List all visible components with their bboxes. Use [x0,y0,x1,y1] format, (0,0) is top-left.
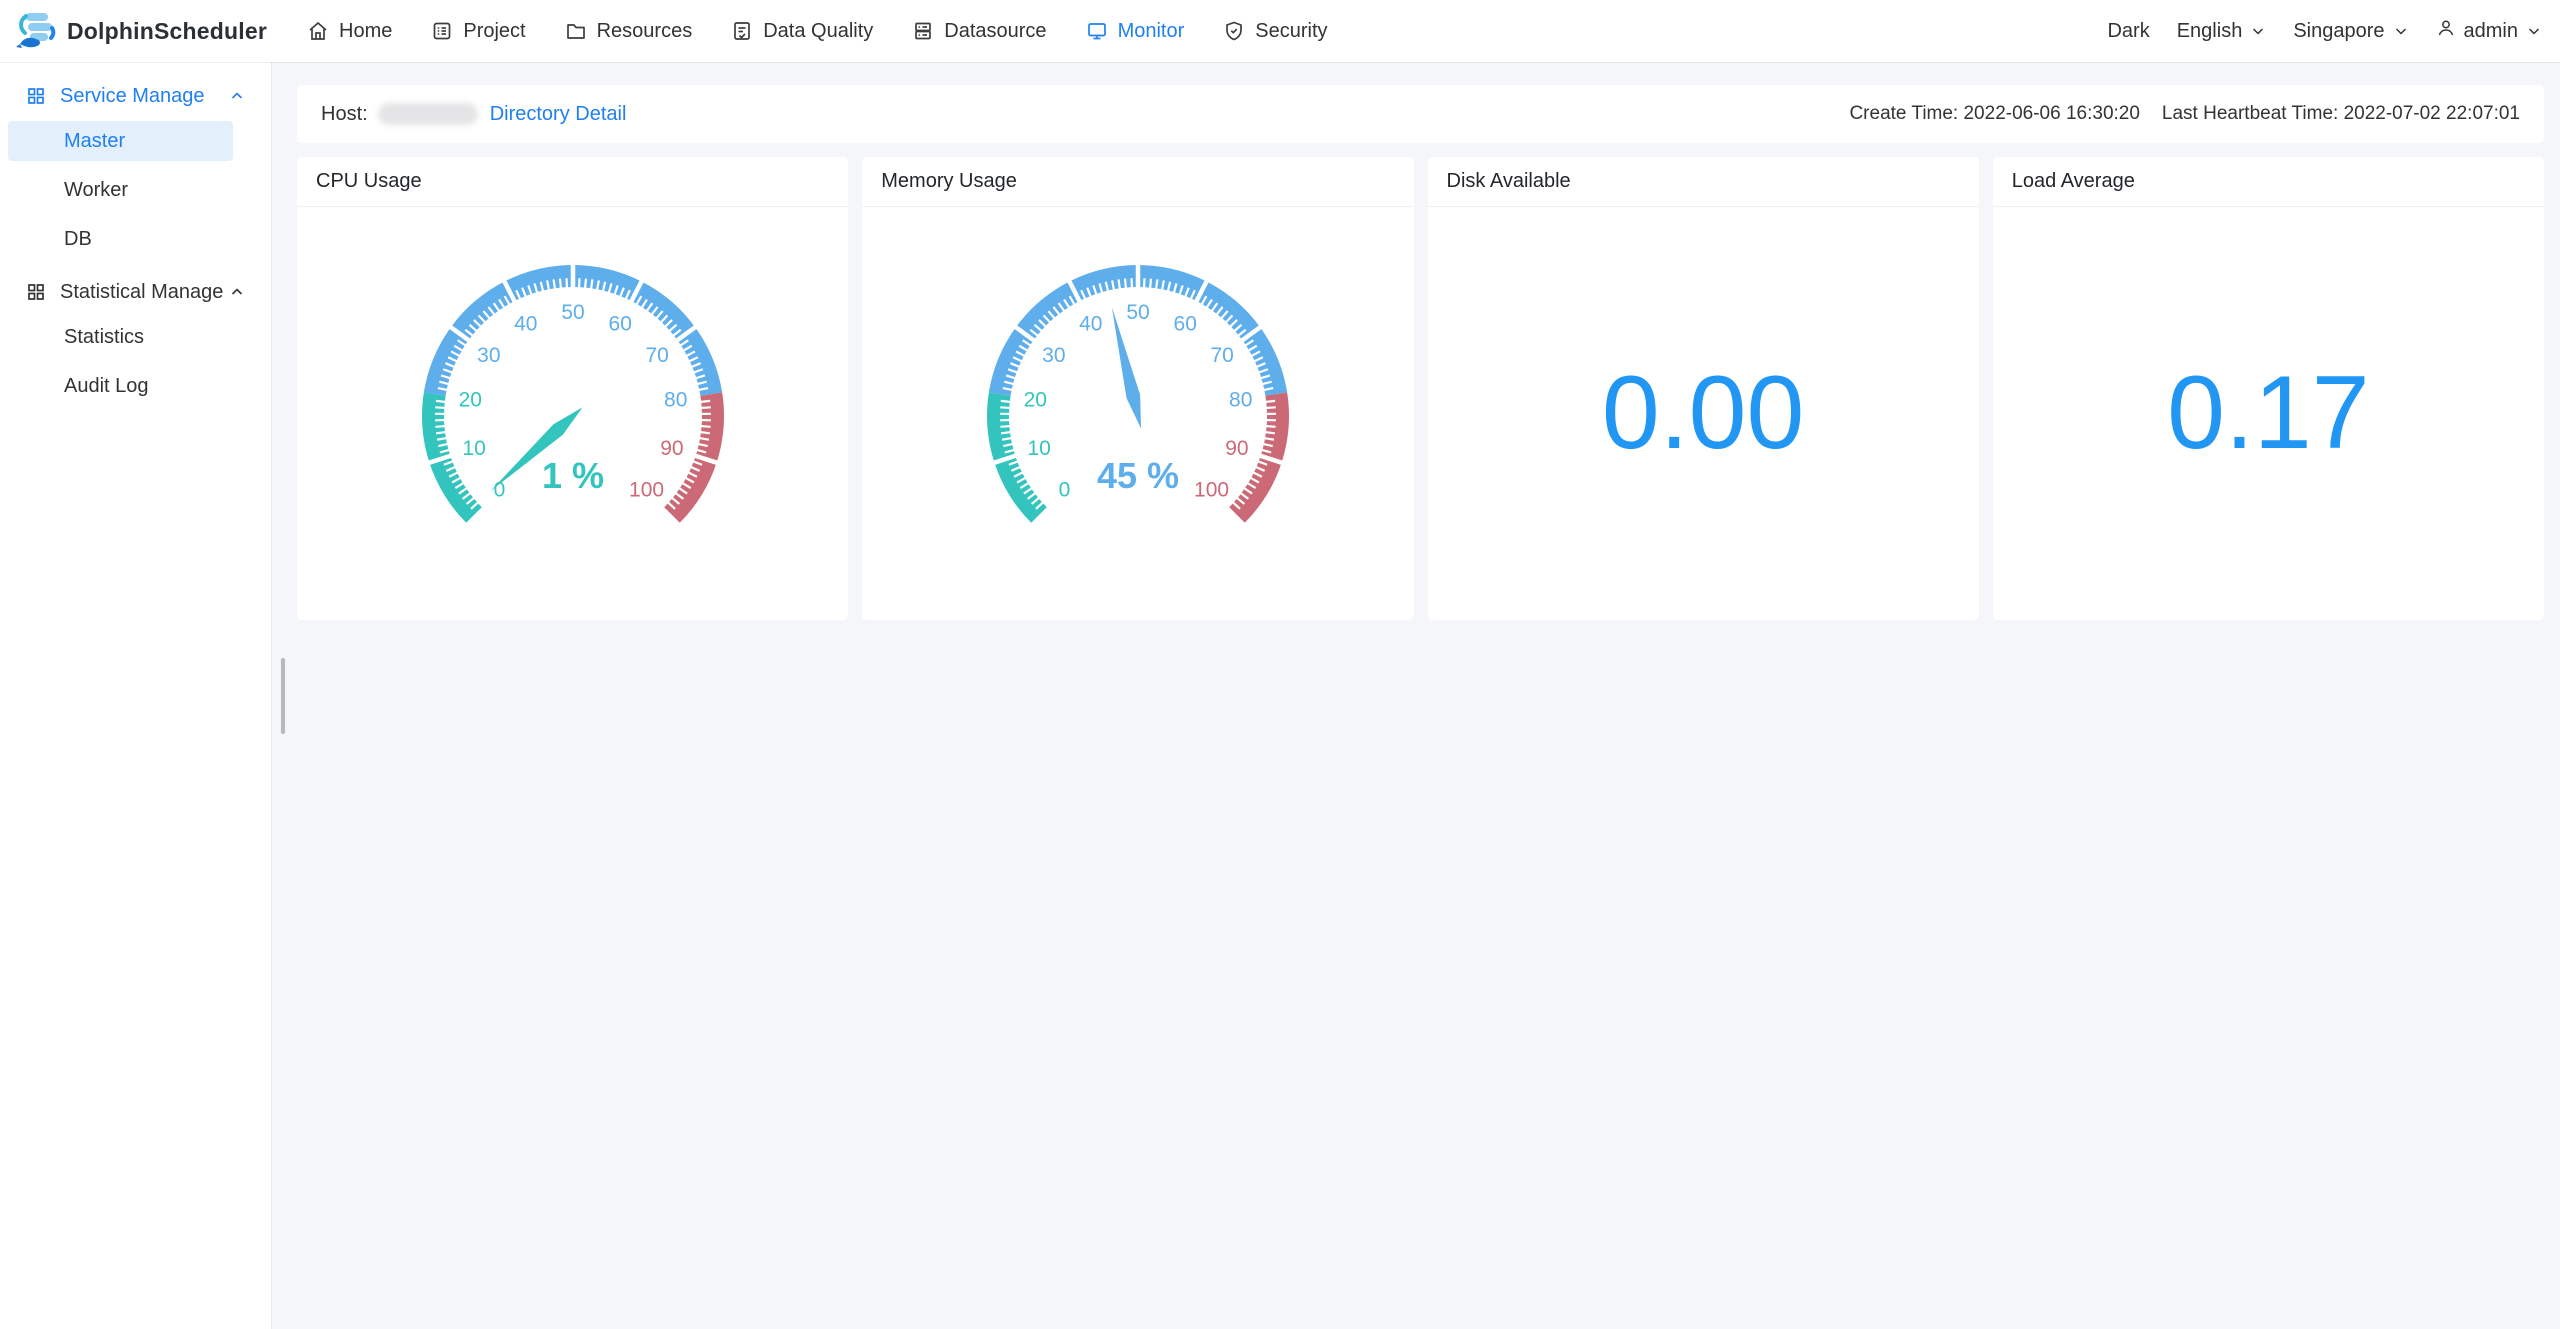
sidebar-section-service-manage[interactable]: Service Manage [0,72,271,120]
card-load-average: Load Average 0.17 [1992,157,2544,620]
svg-text:70: 70 [1210,344,1233,367]
sidebar-item-master[interactable]: Master [8,121,233,161]
svg-text:40: 40 [514,312,537,335]
card-disk-available: Disk Available 0.00 [1427,157,1979,620]
svg-text:30: 30 [477,344,500,367]
svg-text:50: 50 [1126,301,1149,324]
card-title: Memory Usage [862,157,1414,207]
security-icon [1222,19,1246,43]
svg-text:40: 40 [1079,312,1102,335]
resources-icon [564,19,588,43]
svg-text:20: 20 [1023,389,1046,412]
card-title: Load Average [1992,157,2544,207]
brand-name: DolphinScheduler [67,17,267,44]
svg-text:50: 50 [561,301,584,324]
dolphinscheduler-logo-icon [14,6,60,57]
datasource-icon [911,19,935,43]
svg-text:60: 60 [608,312,631,335]
nav-label: Home [339,19,393,42]
host-value-redacted [377,103,478,125]
sidebar-item-db[interactable]: DB [64,228,92,250]
svg-text:0: 0 [493,479,505,502]
svg-text:90: 90 [1225,437,1248,460]
card-title: CPU Usage [297,157,849,207]
data-quality-icon [730,19,754,43]
nav-label: Resources [596,19,693,42]
svg-text:80: 80 [1229,389,1252,412]
memory-usage-gauge: 0 10 20 30 40 50 60 70 80 90 100 45 % [986,264,1289,523]
nav-label: Monitor [1117,19,1185,42]
nav-item-resources[interactable]: Resources [545,0,712,62]
grid-icon [26,282,46,302]
nav-item-datasource[interactable]: Datasource [892,0,1065,62]
svg-text:90: 90 [660,437,683,460]
brand[interactable]: DolphinScheduler [14,6,267,57]
gauge-detail-value: 45 % [1097,455,1179,496]
nav-item-monitor[interactable]: Monitor [1066,0,1204,62]
theme-toggle[interactable]: Dark [2107,19,2150,42]
sidebar-section-statistical-manage[interactable]: Statistical Manage [0,268,271,316]
chevron-down-icon [2393,23,2409,39]
nav-item-home[interactable]: Home [287,0,411,62]
metric-cards: CPU Usage 0 10 20 30 40 50 60 70 80 90 100 1 % Memo… [297,157,2544,620]
nav-label: Project [463,19,526,42]
home-icon [306,19,330,43]
chevron-up-icon [229,284,245,300]
card-title: Disk Available [1427,157,1979,207]
sidebar-item-statistics[interactable]: Statistics [64,326,145,348]
chevron-down-icon [2250,23,2266,39]
nav-item-security[interactable]: Security [1203,0,1346,62]
disk-available-value: 0.00 [1601,355,1805,471]
sidebar-item-worker[interactable]: Worker [64,179,129,201]
user-dropdown[interactable]: admin [2436,18,2542,44]
svg-text:80: 80 [664,389,687,412]
svg-text:30: 30 [1042,344,1065,367]
nav-item-project[interactable]: Project [411,0,544,62]
nav-label: Security [1255,19,1328,42]
language-label: English [2176,19,2243,42]
svg-text:60: 60 [1173,312,1196,335]
card-memory-usage: Memory Usage 0 10 20 30 40 50 60 70 80 90 100 45 % [862,157,1414,620]
language-dropdown[interactable]: English [2177,20,2267,43]
gauge-detail-value: 1 % [542,455,604,496]
monitor-icon [1085,19,1109,43]
timezone-label: Singapore [2293,19,2385,42]
host-label: Host: [321,102,368,125]
svg-text:0: 0 [1058,479,1070,502]
main-content: Host: Directory Detail Create Time: 2022… [273,62,2560,1329]
card-cpu-usage: CPU Usage 0 10 20 30 40 50 60 70 80 90 100 1 % [297,157,849,620]
chevron-up-icon [229,88,245,104]
section-label: Service Manage [60,84,205,107]
svg-text:70: 70 [645,344,668,367]
svg-text:10: 10 [1027,437,1050,460]
sidebar: Service Manage Master Worker DB Statisti… [0,62,272,1329]
nav-item-data-quality[interactable]: Data Quality [711,0,892,62]
directory-detail-link[interactable]: Directory Detail [489,102,627,125]
svg-text:10: 10 [462,437,485,460]
host-bar: Host: Directory Detail Create Time: 2022… [297,85,2544,143]
svg-text:100: 100 [629,479,664,502]
cpu-usage-gauge: 0 10 20 30 40 50 60 70 80 90 100 1 % [421,264,724,523]
nav-label: Datasource [944,19,1047,42]
svg-text:100: 100 [1194,479,1229,502]
grid-icon [26,86,46,106]
top-navbar: DolphinScheduler Home Project [0,0,2560,62]
svg-text:20: 20 [458,389,481,412]
timezone-dropdown[interactable]: Singapore [2293,20,2408,43]
navbar-right: Dark English Singapore admin [2107,18,2542,44]
chevron-down-icon [2526,23,2542,39]
user-icon [2436,18,2456,44]
username-label: admin [2463,19,2518,42]
scrollbar-thumb[interactable] [281,658,285,734]
load-average-value: 0.17 [2167,355,2370,471]
main-nav: Home Project Resources [287,0,1347,62]
heartbeat-time: Last Heartbeat Time: 2022-07-02 22:07:01 [2161,103,2520,124]
sidebar-item-audit-log[interactable]: Audit Log [64,375,149,397]
host-times: Create Time: 2022-06-06 16:30:20 Last He… [1849,103,2520,125]
create-time: Create Time: 2022-06-06 16:30:20 [1849,103,2140,124]
section-label: Statistical Manage [60,280,224,303]
nav-label: Data Quality [763,19,874,42]
project-icon [430,19,454,43]
